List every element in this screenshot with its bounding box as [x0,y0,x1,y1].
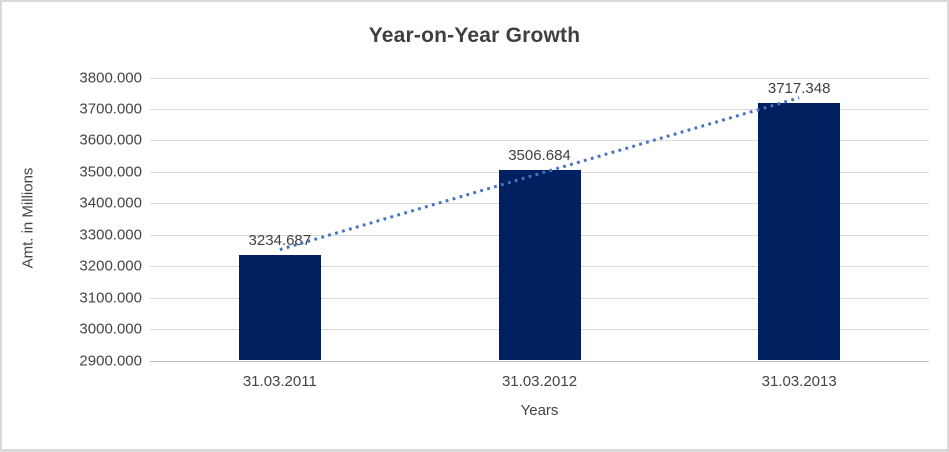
y-tick-label: 3100.000 [79,289,142,307]
y-tick-label: 3200.000 [79,257,142,275]
y-tick-label: 3800.000 [79,69,142,86]
bar [238,255,321,361]
x-axis-line [150,360,929,362]
y-tick-label: 3500.000 [79,163,142,181]
bar [498,169,581,361]
y-tick-label: 2900.000 [79,352,142,369]
x-category-label: 31.03.2012 [501,372,578,390]
y-gridline [150,77,929,79]
data-label: 3717.348 [767,80,831,98]
chart-title: Year-on-Year Growth [368,24,581,47]
y-tick-label: 3300.000 [79,226,142,244]
x-category-label: 31.03.2011 [242,372,317,390]
data-label: 3234.687 [248,232,312,250]
y-tick-label: 3600.000 [79,131,142,149]
y-axis-title-label: Amt. in Millions [19,167,37,269]
y-tick-label: 3700.000 [79,100,142,118]
x-axis-title: Years [520,402,559,419]
x-category-label: 31.03.2013 [761,372,837,390]
data-label: 3506.684 [508,146,571,164]
y-tick-label: 3000.000 [79,320,142,338]
bar [758,103,841,361]
y-tick-label: 3400.000 [79,194,142,212]
